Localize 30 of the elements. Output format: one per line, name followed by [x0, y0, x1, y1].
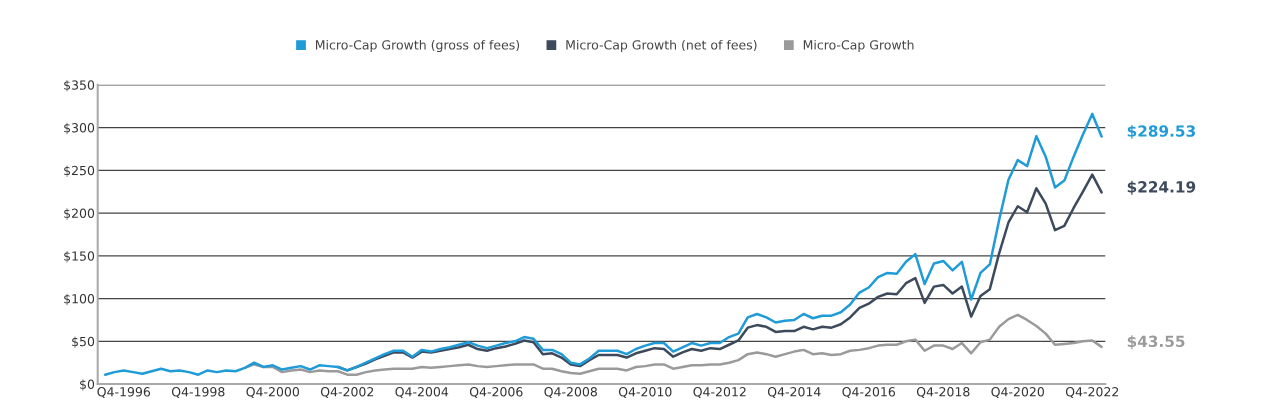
x-tick-label: Q4-2004: [395, 387, 449, 398]
x-tick-label: Q4-2016: [842, 387, 896, 398]
x-tick-label: Q4-2002: [320, 387, 374, 398]
x-tick-label: Q4-2014: [767, 387, 821, 398]
x-tick-label: Q4-2020: [991, 387, 1044, 398]
x-tick-label: Q4-2010: [618, 387, 672, 398]
y-tick-label: $350: [64, 80, 95, 92]
x-tick-label: Q4-1998: [171, 387, 225, 398]
x-tick-label: Q4-2018: [916, 387, 970, 398]
y-tick-label: $150: [64, 251, 95, 263]
y-tick-label: $0: [80, 379, 95, 391]
legend-label: Micro-Cap Growth: [803, 39, 914, 52]
text: $224.19: [1127, 180, 1196, 195]
x-tick-label: Q4-2022: [1065, 387, 1119, 398]
legend-label: Micro-Cap Growth (net of fees): [566, 39, 757, 52]
y-tick-label: $250: [64, 165, 95, 177]
text: $289.53: [1127, 124, 1195, 139]
y-tick-label: $300: [64, 122, 95, 135]
y-tick-label: $50: [72, 336, 95, 348]
x-tick-label: Q4-2006: [469, 387, 523, 398]
x-tick-label: Q4-1996: [97, 387, 151, 398]
x-tick-label: Q4-2008: [544, 387, 597, 398]
y-tick-label: $200: [64, 208, 95, 220]
x-tick-label: Q4-2000: [246, 387, 300, 398]
line-series: [103, 112, 1103, 376]
y-tick-label: $100: [64, 293, 95, 306]
text: $43.55: [1127, 335, 1185, 350]
line-series: [243, 313, 1103, 376]
x-tick-label: Q4-2012: [693, 387, 746, 398]
legend-label: Micro-Cap Growth (gross of fees): [315, 39, 520, 52]
